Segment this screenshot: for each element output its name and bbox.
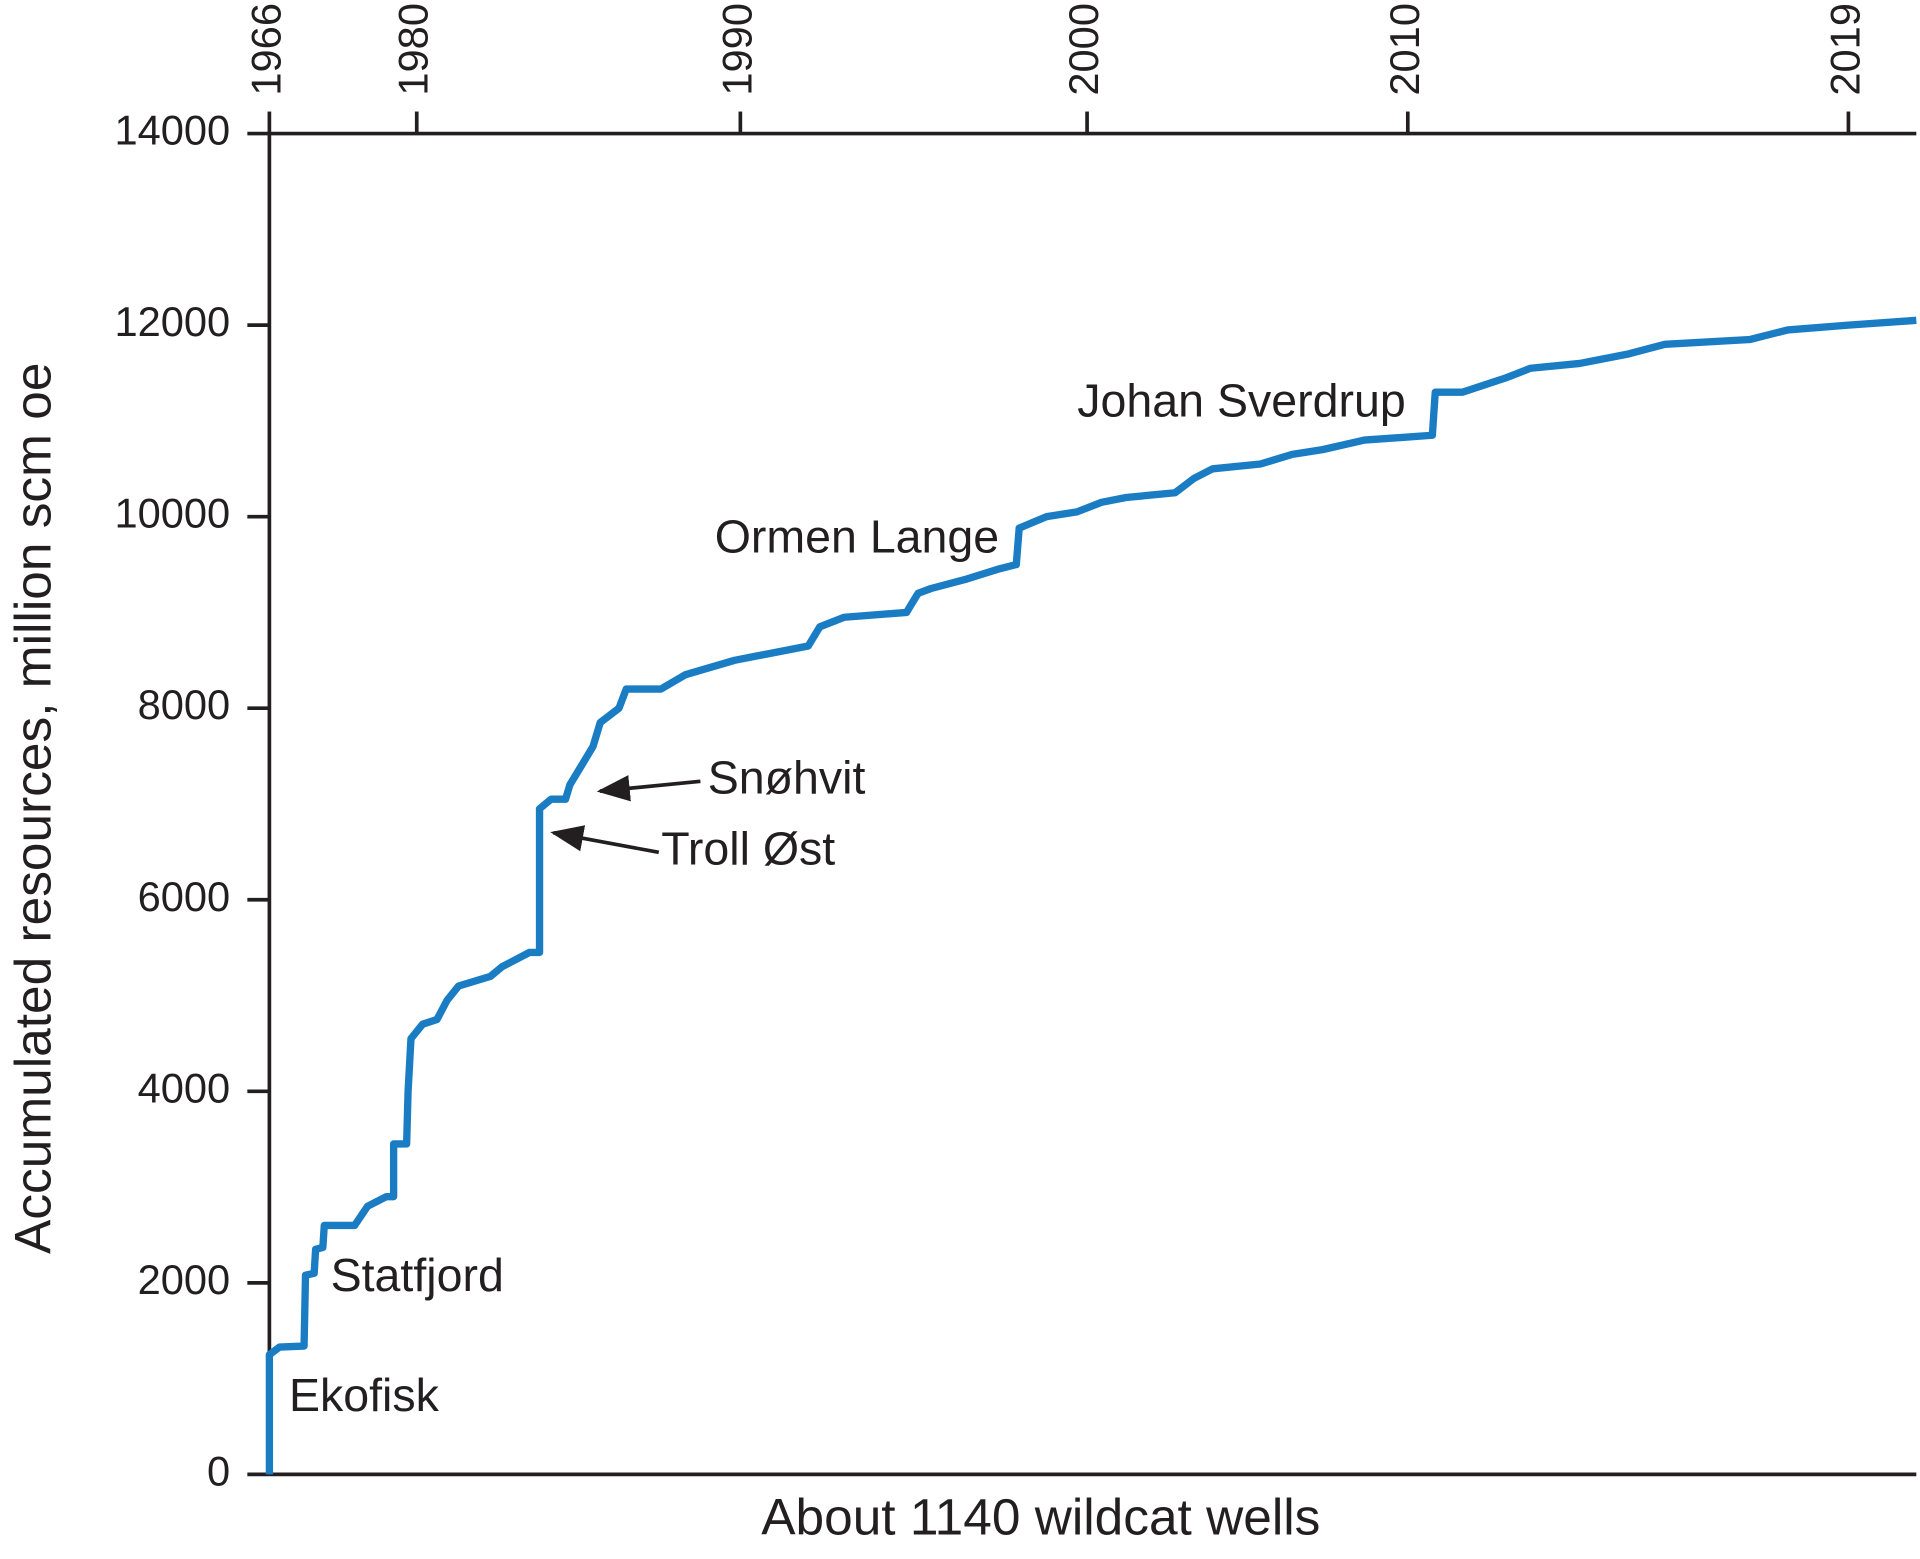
- annotation: Snøhvit: [708, 752, 866, 804]
- annotation: Troll Øst: [661, 823, 835, 875]
- data-line: [265, 316, 1917, 1475]
- x-tick-label: 2019: [1821, 3, 1868, 96]
- y-tick-label: 6000: [138, 873, 231, 920]
- x-tick-label: 2000: [1060, 3, 1107, 96]
- x-tick-label: 1966: [242, 3, 289, 96]
- x-tick-label: 1990: [713, 3, 760, 96]
- annotation: Ekofisk: [289, 1369, 440, 1421]
- arrow: [550, 825, 660, 855]
- arrow: [596, 775, 701, 802]
- y-tick-label: 2000: [138, 1256, 231, 1303]
- y-tick-label: 10000: [114, 490, 230, 537]
- x-tick-label: 1980: [390, 3, 437, 96]
- y-axis-title: Accumulated resources, million scm oe: [3, 363, 61, 1254]
- y-tick-label: 14000: [114, 107, 230, 154]
- y-tick-label: 12000: [114, 298, 230, 345]
- y-tick-label: 0: [207, 1447, 230, 1494]
- annotation: Johan Sverdrup: [1077, 374, 1405, 426]
- x-axis-title: About 1140 wildcat wells: [761, 1488, 1320, 1546]
- x-tick-label: 2010: [1381, 3, 1428, 96]
- annotation: Statfjord: [331, 1249, 504, 1301]
- y-tick-label: 4000: [138, 1064, 231, 1111]
- y-tick-label: 8000: [138, 681, 231, 728]
- annotation: Ormen Lange: [715, 510, 999, 562]
